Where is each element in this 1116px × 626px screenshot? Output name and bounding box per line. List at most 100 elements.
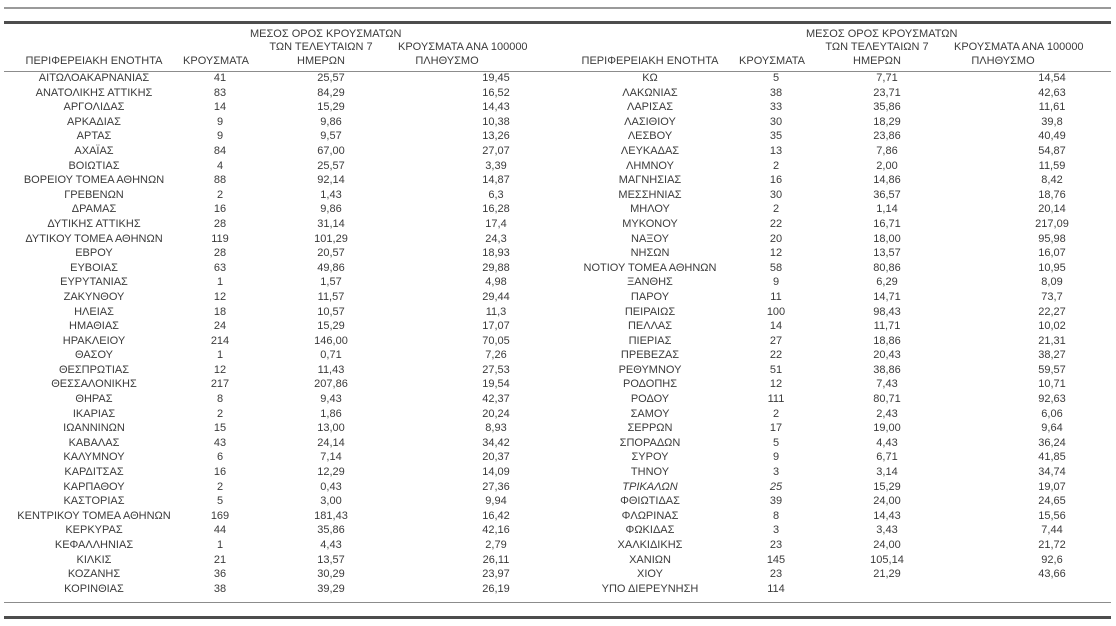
per100k-cell: 27,36 bbox=[482, 480, 510, 493]
cases-cell: 38 bbox=[769, 86, 783, 99]
header-avg7-line1: ΜΕΣΟΣ ΟΡΟΣ ΚΡΟΥΣΜΑΤΩΝ bbox=[806, 27, 958, 40]
cases-cell: 36 bbox=[213, 568, 227, 581]
table-row: ΚΕΝΤΡΙΚΟΥ ΤΟΜΕΑ ΑΘΗΝΩΝ 169 181,43 16,42 bbox=[6, 509, 556, 524]
region-cell: ΚΑΒΑΛΑΣ bbox=[68, 436, 120, 449]
avg7-cell: 14,71 bbox=[873, 290, 901, 303]
cases-cell: 88 bbox=[213, 174, 227, 187]
region-cell: ΚΑΣΤΟΡΙΑΣ bbox=[63, 495, 125, 508]
avg7-cell: 20,43 bbox=[873, 349, 901, 362]
table-row: ΕΒΡΟΥ 28 20,57 18,93 bbox=[6, 246, 556, 261]
per100k-cell: 17,07 bbox=[482, 320, 510, 333]
avg7-cell: 38,86 bbox=[873, 363, 901, 376]
table-row: ΝΟΤΙΟΥ ΤΟΜΕΑ ΑΘΗΝΩΝ 58 80,86 10,95 bbox=[562, 261, 1112, 276]
region-cell: ΝΑΞΟΥ bbox=[631, 232, 669, 245]
per100k-cell: 9,94 bbox=[485, 495, 507, 508]
region-cell: ΔΥΤΙΚΟΥ ΤΟΜΕΑ ΑΘΗΝΩΝ bbox=[25, 232, 163, 245]
region-cell: ΛΗΜΝΟΥ bbox=[626, 159, 674, 172]
avg7-cell: 18,00 bbox=[873, 232, 901, 245]
table-row: ΔΡΑΜΑΣ 16 9,86 16,28 bbox=[6, 202, 556, 217]
cases-cell: 5 bbox=[216, 495, 224, 508]
region-cell: ΠΙΕΡΙΑΣ bbox=[628, 334, 672, 347]
region-cell: ΚΑΛΥΜΝΟΥ bbox=[63, 451, 125, 464]
per100k-cell: 41,85 bbox=[1038, 451, 1066, 464]
cases-cell: 12 bbox=[769, 247, 783, 260]
table-row: ΣΥΡΟΥ 9 6,71 41,85 bbox=[562, 450, 1112, 465]
avg7-cell: 10,57 bbox=[317, 305, 345, 318]
cases-cell: 22 bbox=[769, 349, 783, 362]
avg7-cell: 35,86 bbox=[873, 101, 901, 114]
table-row: ΙΚΑΡΙΑΣ 2 1,86 20,24 bbox=[6, 407, 556, 422]
per100k-cell: 27,07 bbox=[482, 144, 510, 157]
avg7-cell: 18,86 bbox=[873, 334, 901, 347]
cases-cell: 169 bbox=[210, 509, 230, 522]
cases-cell: 83 bbox=[213, 86, 227, 99]
avg7-cell: 31,14 bbox=[317, 217, 345, 230]
region-cell: ΠΑΡΟΥ bbox=[630, 290, 670, 303]
header-per100k: ΚΡΟΥΣΜΑΤΑ ΑΝΑ 100000 ΠΛΗΘΥΣΜΟ bbox=[398, 24, 556, 71]
table-row: ΘΑΣΟΥ 1 0,71 7,26 bbox=[6, 348, 556, 363]
header-region-label: ΠΕΡΙΦΕΡΕΙΑΚΗ ΕΝΟΤΗΤΑ bbox=[581, 54, 719, 67]
per100k-cell: 2,79 bbox=[485, 539, 507, 551]
per100k-cell: 16,52 bbox=[482, 86, 510, 99]
per100k-cell: 11,3 bbox=[485, 305, 507, 318]
table-row: ΡΟΔΟΥ 111 80,71 92,63 bbox=[562, 392, 1112, 407]
per100k-cell: 10,38 bbox=[482, 115, 510, 128]
region-cell: ΔΡΑΜΑΣ bbox=[71, 203, 117, 216]
table-row: ΠΕΛΛΑΣ 14 11,71 10,02 bbox=[562, 319, 1112, 334]
region-cell: ΣΑΜΟΥ bbox=[630, 407, 670, 420]
table-row: ΚΟΖΑΝΗΣ 36 30,29 23,97 bbox=[6, 567, 556, 582]
table-row: ΗΡΑΚΛΕΙΟΥ 214 146,00 70,05 bbox=[6, 334, 556, 349]
table-row: ΚΕΡΚΥΡΑΣ 44 35,86 42,16 bbox=[6, 523, 556, 538]
per100k-cell: 26,11 bbox=[482, 553, 510, 566]
header-avg7: ΜΕΣΟΣ ΟΡΟΣ ΚΡΟΥΣΜΑΤΩΝ ΤΩΝ ΤΕΛΕΥΤΑΙΩΝ 7 Η… bbox=[250, 24, 401, 71]
table-row: ΚΑΛΥΜΝΟΥ 6 7,14 20,37 bbox=[6, 450, 556, 465]
table-row: ΛΑΡΙΣΑΣ 33 35,86 11,61 bbox=[562, 100, 1112, 115]
region-cell: ΙΚΑΡΙΑΣ bbox=[72, 407, 116, 420]
avg7-cell: 14,43 bbox=[873, 509, 901, 522]
table-row: ΡΟΔΟΠΗΣ 12 7,43 10,71 bbox=[562, 377, 1112, 392]
per100k-cell: 27,53 bbox=[482, 363, 510, 376]
table-row: ΜΥΚΟΝΟΥ 22 16,71 217,09 bbox=[562, 217, 1112, 232]
region-cell: ΒΟΙΩΤΙΑΣ bbox=[68, 159, 120, 172]
cases-cell: 28 bbox=[213, 247, 227, 260]
avg7-cell: 12,29 bbox=[317, 466, 345, 479]
table-row: ΜΗΛΟΥ 2 1,14 20,14 bbox=[562, 202, 1112, 217]
region-cell: ΤΗΝΟΥ bbox=[630, 466, 670, 479]
region-cell: ΘΕΣΠΡΩΤΙΑΣ bbox=[58, 363, 130, 376]
table-row: ΤΡΙΚΑΛΩΝ 25 15,29 19,07 bbox=[562, 480, 1112, 495]
header-cases: ΚΡΟΥΣΜΑΤΑ bbox=[738, 24, 806, 71]
per100k-cell: 23,97 bbox=[482, 568, 510, 581]
region-cell: ΡΕΘΥΜΝΟΥ bbox=[618, 363, 682, 376]
avg7-cell: 6,71 bbox=[876, 451, 898, 464]
cases-cell: 100 bbox=[766, 305, 786, 318]
region-cell: ΛΑΚΩΝΙΑΣ bbox=[622, 86, 678, 99]
region-cell: ΤΡΙΚΑΛΩΝ bbox=[622, 480, 678, 493]
table-row: ΑΝΑΤΟΛΙΚΗΣ ΑΤΤΙΚΗΣ 83 84,29 16,52 bbox=[6, 86, 556, 101]
cases-cell: 145 bbox=[766, 553, 786, 566]
per100k-cell: 95,98 bbox=[1038, 232, 1066, 245]
avg7-cell bbox=[806, 582, 954, 597]
avg7-cell: 25,57 bbox=[317, 72, 345, 84]
avg7-cell: 2,00 bbox=[876, 159, 898, 172]
region-cell: ΑΝΑΤΟΛΙΚΗΣ ΑΤΤΙΚΗΣ bbox=[35, 86, 153, 99]
region-cell: ΚΟΖΑΝΗΣ bbox=[67, 568, 121, 581]
table-row: ΛΕΥΚΑΔΑΣ 13 7,86 54,87 bbox=[562, 144, 1112, 159]
avg7-cell: 1,86 bbox=[320, 407, 342, 420]
avg7-cell: 105,14 bbox=[870, 553, 904, 566]
region-cell: ΜΗΛΟΥ bbox=[630, 203, 670, 216]
region-cell: ΚΑΡΠΑΘΟΥ bbox=[63, 480, 125, 493]
avg7-cell: 20,57 bbox=[317, 247, 345, 260]
region-cell: ΕΥΡΥΤΑΝΙΑΣ bbox=[60, 276, 128, 289]
cases-cell: 20 bbox=[769, 232, 783, 245]
region-cell: ΣΕΡΡΩΝ bbox=[627, 422, 673, 435]
region-cell: ΒΟΡΕΙΟΥ ΤΟΜΕΑ ΑΘΗΝΩΝ bbox=[23, 174, 165, 187]
table-row: ΚΟΡΙΝΘΙΑΣ 38 39,29 26,19 bbox=[6, 582, 556, 597]
region-cell: ΑΡΤΑΣ bbox=[76, 130, 112, 143]
table-row: ΚΩ 5 7,71 14,54 bbox=[562, 71, 1112, 86]
header-per100k-line1: ΚΡΟΥΣΜΑΤΑ ΑΝΑ 100000 bbox=[398, 41, 528, 53]
cases-cell: 51 bbox=[769, 363, 783, 376]
cases-cell: 28 bbox=[213, 217, 227, 230]
avg7-cell: 11,71 bbox=[873, 320, 901, 333]
per100k-cell: 24,65 bbox=[1038, 495, 1066, 508]
region-cell: ΑΧΑΪΑΣ bbox=[74, 144, 114, 157]
